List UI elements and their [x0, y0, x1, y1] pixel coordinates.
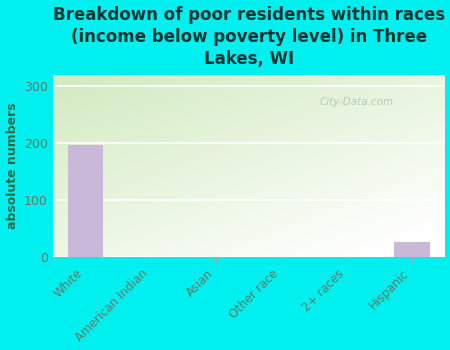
Y-axis label: absolute numbers: absolute numbers [5, 103, 18, 229]
Title: Breakdown of poor residents within races
(income below poverty level) in Three
L: Breakdown of poor residents within races… [53, 6, 445, 68]
Bar [394, 243, 430, 257]
Bar [68, 145, 104, 257]
Text: City-Data.com: City-Data.com [319, 97, 393, 107]
